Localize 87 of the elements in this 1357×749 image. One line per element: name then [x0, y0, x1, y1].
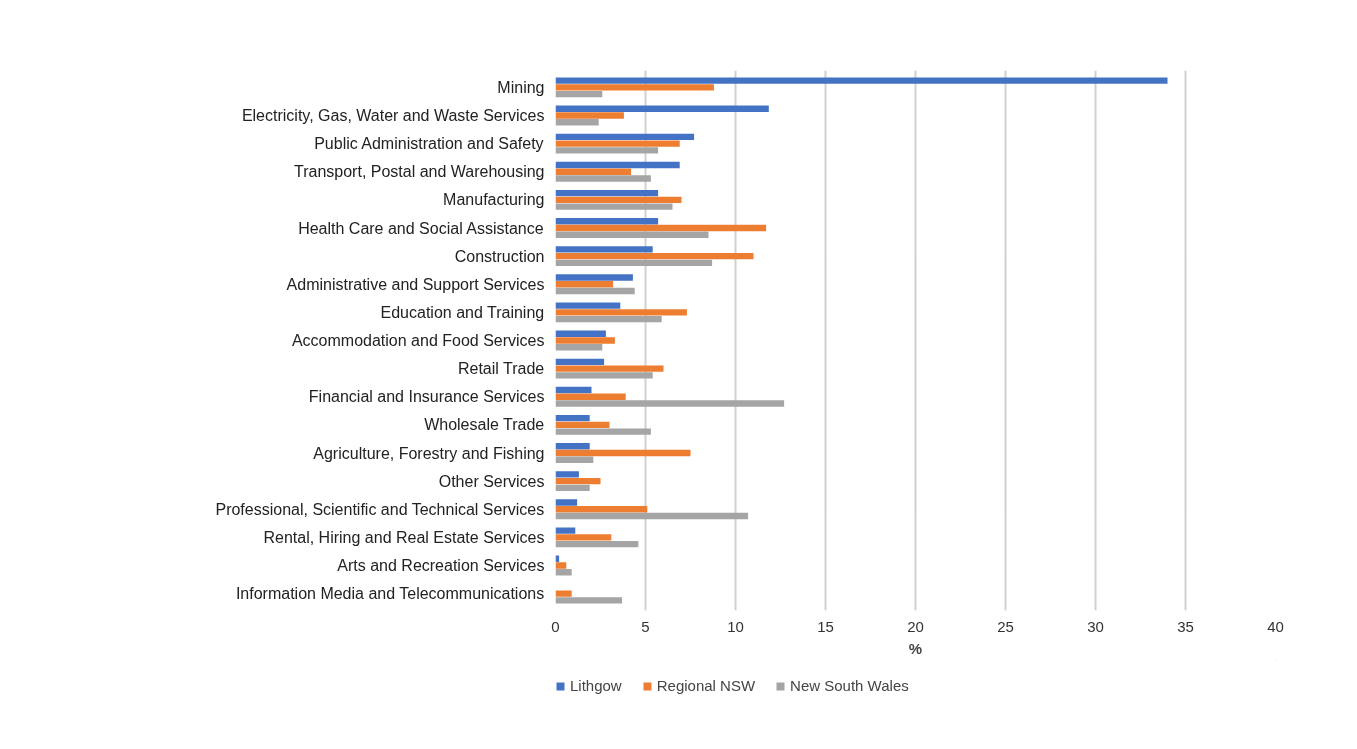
y-tick-label: Other Services [438, 472, 545, 490]
y-tick-label: Rental, Hiring and Real Estate Services [263, 528, 545, 546]
y-tick-label: Manufacturing [443, 191, 545, 209]
x-axis-title: % [908, 639, 923, 657]
y-tick-label: Retail Trade [457, 360, 545, 378]
y-tick-label: Information Media and Telecommunications [235, 585, 545, 603]
bar [555, 393, 626, 400]
bar [555, 252, 754, 260]
bar [555, 449, 691, 457]
bar [555, 365, 664, 372]
y-tick-label: Agriculture, Forestry and Fishing [313, 444, 545, 462]
x-tick-label: 20 [907, 617, 924, 635]
bar [555, 597, 623, 604]
bar [555, 358, 605, 366]
bar [555, 231, 709, 238]
bar [555, 196, 682, 204]
bar [555, 274, 633, 281]
x-tick-label: 35 [1177, 617, 1194, 635]
y-tick-label: Arts and Recreation Services [337, 557, 545, 574]
bar [555, 400, 785, 407]
legend-label: Regional NSW [656, 677, 756, 694]
bar [555, 161, 680, 169]
y-tick-label: Mining [497, 78, 545, 96]
bar [555, 203, 673, 210]
bar [555, 569, 572, 576]
y-tick-label: Transport, Postal and Warehousing [294, 163, 545, 181]
y-tick-label: Public Administration and Safety [314, 135, 544, 153]
bar [555, 105, 769, 112]
bar [555, 421, 610, 429]
x-tick-label: 30 [1087, 617, 1104, 635]
x-tick-label: 40 [1267, 617, 1284, 635]
bar [555, 344, 603, 351]
y-tick-label: Health Care and Social Assistance [298, 219, 544, 237]
bar [555, 218, 659, 225]
y-tick-label: Administrative and Support Services [286, 275, 545, 293]
y-tick-label: Professional, Scientific and Technical Services [215, 500, 545, 518]
bar [555, 386, 592, 394]
bar [555, 499, 578, 506]
bar [555, 534, 612, 541]
bar [555, 287, 635, 295]
x-tick-label: 0 [551, 617, 560, 635]
bar [555, 512, 749, 520]
bar [555, 527, 576, 534]
bar [555, 456, 594, 463]
bar [555, 246, 653, 253]
bar [555, 372, 653, 379]
bar [555, 506, 648, 513]
bar [555, 281, 614, 288]
x-tick-label: 10 [727, 617, 744, 635]
bar [555, 175, 651, 182]
bar [555, 140, 680, 147]
bar [555, 484, 590, 492]
bar [555, 428, 651, 435]
y-tick-label: Education and Training [380, 303, 545, 321]
bar [555, 562, 567, 569]
bar [555, 471, 579, 478]
bar [555, 590, 572, 597]
y-tick-label: Accommodation and Food Services [291, 332, 545, 349]
bar [555, 330, 606, 337]
legend-label: New South Wales [790, 677, 909, 694]
y-tick-label: Electricity, Gas, Water and Waste Services [241, 107, 545, 124]
bar [555, 168, 632, 175]
bar [555, 540, 639, 548]
bar [555, 224, 767, 232]
y-tick-label: Wholesale Trade [424, 416, 545, 434]
bar [555, 315, 662, 323]
bar [555, 259, 713, 267]
bar [555, 147, 659, 154]
bar [555, 477, 601, 485]
bar [555, 90, 603, 98]
bar [555, 77, 1168, 84]
bar [555, 189, 659, 197]
bar [555, 112, 624, 119]
bar [555, 302, 621, 309]
x-tick-label: 25 [997, 617, 1014, 635]
bar [555, 84, 714, 91]
bar [555, 133, 695, 141]
x-tick-label: 5 [641, 617, 650, 635]
bar [555, 443, 590, 450]
y-tick-label: Construction [454, 247, 545, 265]
bar [555, 309, 687, 316]
bar [555, 119, 599, 126]
x-tick-label: 15 [817, 617, 834, 635]
legend-label: Lithgow [570, 677, 622, 694]
bar [555, 414, 590, 422]
y-tick-label: Financial and Insurance Services [308, 388, 545, 406]
bar [555, 337, 615, 344]
